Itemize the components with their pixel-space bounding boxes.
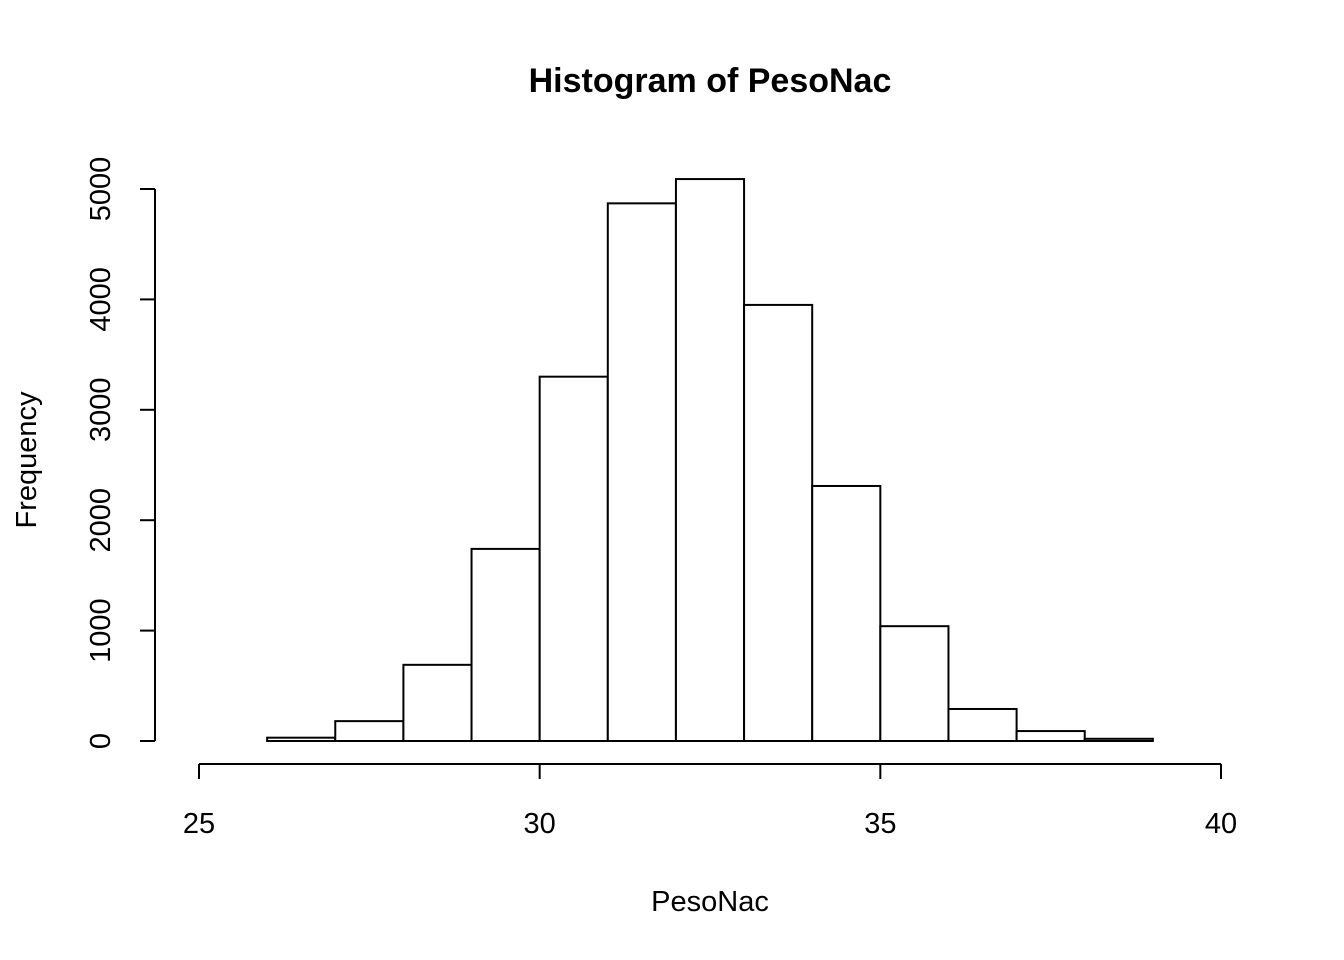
- y-tick-label: 0: [85, 733, 117, 749]
- histogram-bar: [334, 720, 405, 742]
- x-tick-label: 35: [864, 808, 896, 840]
- y-tick-label: 2000: [85, 488, 117, 553]
- histogram-bar: [538, 375, 609, 742]
- histogram-bar: [606, 202, 677, 743]
- x-axis: 25 30 35 40: [183, 764, 1237, 840]
- histogram-bar: [674, 178, 746, 742]
- y-tick-label: 1000: [85, 598, 117, 663]
- histogram-bar: [1015, 730, 1086, 743]
- histogram-bar: [266, 736, 337, 742]
- x-axis-label: PesoNac: [651, 886, 769, 918]
- x-tick-label: 30: [524, 808, 556, 840]
- histogram-bar: [879, 625, 950, 743]
- x-tick-label: 25: [183, 808, 215, 840]
- y-tick-label: 3000: [85, 378, 117, 443]
- histogram-bar: [743, 303, 814, 742]
- y-tick-label: 4000: [85, 267, 117, 332]
- y-tick-label: 5000: [85, 157, 117, 222]
- x-tick-label: 40: [1205, 808, 1237, 840]
- histogram-bar: [811, 484, 882, 743]
- histogram-bar: [947, 707, 1018, 743]
- y-axis-label: Frequency: [11, 391, 43, 529]
- histogram-bars: [266, 178, 1154, 743]
- y-axis: 0 1000 2000 3000 4000 5000: [85, 157, 155, 749]
- histogram-bar: [1083, 737, 1154, 742]
- histogram-bar: [402, 663, 473, 742]
- chart-title: Histogram of PesoNac: [529, 62, 892, 100]
- histogram-bar: [470, 547, 541, 742]
